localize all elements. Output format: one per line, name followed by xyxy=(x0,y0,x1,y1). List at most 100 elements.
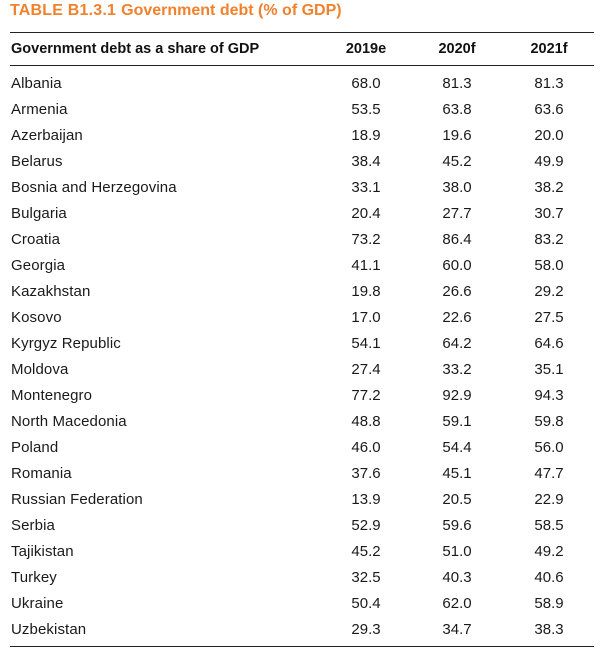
top-rule xyxy=(10,32,594,33)
value-2021f-cell: 47.7 xyxy=(534,464,564,482)
value-2020f-cell: 45.2 xyxy=(442,152,472,170)
table-row: Serbia 52.9 59.6 58.5 xyxy=(10,512,594,538)
table-row: Belarus 38.4 45.2 49.9 xyxy=(10,148,594,174)
value-2019e-cell: 29.3 xyxy=(351,620,381,638)
table-row: Romania 37.6 45.1 47.7 xyxy=(10,460,594,486)
value-2019e-cell: 41.1 xyxy=(351,256,381,274)
value-2021f-cell: 63.6 xyxy=(534,100,564,118)
value-2020f-cell: 59.1 xyxy=(442,412,472,430)
country-cell: Ukraine xyxy=(11,594,64,612)
table-row: Russian Federation 13.9 20.5 22.9 xyxy=(10,486,594,512)
table-row: Moldova 27.4 33.2 35.1 xyxy=(10,356,594,382)
value-2019e-cell: 53.5 xyxy=(351,100,381,118)
country-cell: Bosnia and Herzegovina xyxy=(11,178,177,196)
value-2021f-cell: 94.3 xyxy=(534,386,564,404)
value-2021f-cell: 81.3 xyxy=(534,74,564,92)
value-2021f-cell: 27.5 xyxy=(534,308,564,326)
value-2019e-cell: 27.4 xyxy=(351,360,381,378)
value-2020f-cell: 51.0 xyxy=(442,542,472,560)
table-row: Montenegro 77.2 92.9 94.3 xyxy=(10,382,594,408)
value-2019e-cell: 17.0 xyxy=(351,308,381,326)
value-2020f-cell: 59.6 xyxy=(442,516,472,534)
country-cell: Uzbekistan xyxy=(11,620,87,638)
table-body: Albania 68.0 81.3 81.3 Armenia 53.5 63.8 63.6 Az… xyxy=(10,66,594,646)
value-2019e-cell: 54.1 xyxy=(351,334,381,352)
country-cell: Turkey xyxy=(11,568,57,586)
value-2019e-cell: 52.9 xyxy=(351,516,381,534)
table-row: Bulgaria 20.4 27.7 30.7 xyxy=(10,200,594,226)
country-cell: Kosovo xyxy=(11,308,62,326)
table-row: Kazakhstan 19.8 26.6 29.2 xyxy=(10,278,594,304)
value-2021f-cell: 58.0 xyxy=(534,256,564,274)
country-cell: North Macedonia xyxy=(11,412,127,430)
value-2021f-cell: 58.9 xyxy=(534,594,564,612)
table-row: Uzbekistan 29.3 34.7 38.3 xyxy=(10,616,594,642)
country-cell: Moldova xyxy=(11,360,69,378)
value-2020f-cell: 92.9 xyxy=(442,386,472,404)
country-cell: Belarus xyxy=(11,152,63,170)
value-2019e-cell: 73.2 xyxy=(351,230,381,248)
value-2020f-cell: 63.8 xyxy=(442,100,472,118)
value-2021f-cell: 58.5 xyxy=(534,516,564,534)
value-2019e-cell: 46.0 xyxy=(351,438,381,456)
country-cell: Poland xyxy=(11,438,59,456)
value-2020f-cell: 22.6 xyxy=(442,308,472,326)
value-2020f-cell: 38.0 xyxy=(442,178,472,196)
table-row: Tajikistan 45.2 51.0 49.2 xyxy=(10,538,594,564)
table-row: Bosnia and Herzegovina 33.1 38.0 38.2 xyxy=(10,174,594,200)
table-row: Azerbaijan 18.9 19.6 20.0 xyxy=(10,122,594,148)
value-2020f-cell: 20.5 xyxy=(442,490,472,508)
bottom-rule xyxy=(10,646,594,647)
country-cell: Albania xyxy=(11,74,62,92)
value-2021f-cell: 20.0 xyxy=(534,126,564,144)
country-cell: Serbia xyxy=(11,516,55,534)
country-cell: Russian Federation xyxy=(11,490,143,508)
value-2020f-cell: 60.0 xyxy=(442,256,472,274)
value-2019e-cell: 45.2 xyxy=(351,542,381,560)
table-row: Albania 68.0 81.3 81.3 xyxy=(10,70,594,96)
country-cell: Montenegro xyxy=(11,386,93,404)
table-row: Turkey 32.5 40.3 40.6 xyxy=(10,564,594,590)
country-cell: Tajikistan xyxy=(11,542,74,560)
value-2019e-cell: 48.8 xyxy=(351,412,381,430)
value-2021f-cell: 59.8 xyxy=(534,412,564,430)
value-2021f-cell: 40.6 xyxy=(534,568,564,586)
value-2019e-cell: 50.4 xyxy=(351,594,381,612)
header-2020f: 2020f xyxy=(438,41,476,57)
value-2021f-cell: 83.2 xyxy=(534,230,564,248)
country-cell: Kazakhstan xyxy=(11,282,91,300)
value-2020f-cell: 26.6 xyxy=(442,282,472,300)
value-2019e-cell: 38.4 xyxy=(351,152,381,170)
value-2020f-cell: 40.3 xyxy=(442,568,472,586)
value-2019e-cell: 68.0 xyxy=(351,74,381,92)
value-2020f-cell: 45.1 xyxy=(442,464,472,482)
table-row: Poland 46.0 54.4 56.0 xyxy=(10,434,594,460)
value-2020f-cell: 81.3 xyxy=(442,74,472,92)
value-2021f-cell: 49.9 xyxy=(534,152,564,170)
country-cell: Armenia xyxy=(11,100,68,118)
table-row: Kosovo 17.0 22.6 27.5 xyxy=(10,304,594,330)
value-2020f-cell: 62.0 xyxy=(442,594,472,612)
value-2019e-cell: 20.4 xyxy=(351,204,381,222)
value-2021f-cell: 35.1 xyxy=(534,360,564,378)
country-cell: Azerbaijan xyxy=(11,126,83,144)
header-indicator: Government debt as a share of GDP xyxy=(11,41,260,57)
value-2019e-cell: 33.1 xyxy=(351,178,381,196)
value-2021f-cell: 64.6 xyxy=(534,334,564,352)
header-2021f: 2021f xyxy=(530,41,568,57)
value-2021f-cell: 56.0 xyxy=(534,438,564,456)
value-2019e-cell: 32.5 xyxy=(351,568,381,586)
value-2019e-cell: 37.6 xyxy=(351,464,381,482)
value-2019e-cell: 13.9 xyxy=(351,490,381,508)
value-2021f-cell: 38.2 xyxy=(534,178,564,196)
table-row: Georgia 41.1 60.0 58.0 xyxy=(10,252,594,278)
value-2020f-cell: 64.2 xyxy=(442,334,472,352)
value-2020f-cell: 33.2 xyxy=(442,360,472,378)
table-row: Kyrgyz Republic 54.1 64.2 64.6 xyxy=(10,330,594,356)
table-row: Ukraine 50.4 62.0 58.9 xyxy=(10,590,594,616)
value-2020f-cell: 86.4 xyxy=(442,230,472,248)
table-title: TABLE B1.3.1 Government debt (% of GDP) xyxy=(10,0,342,24)
table-number: TABLE B1.3.1 xyxy=(10,2,117,19)
country-cell: Bulgaria xyxy=(11,204,67,222)
value-2020f-cell: 27.7 xyxy=(442,204,472,222)
